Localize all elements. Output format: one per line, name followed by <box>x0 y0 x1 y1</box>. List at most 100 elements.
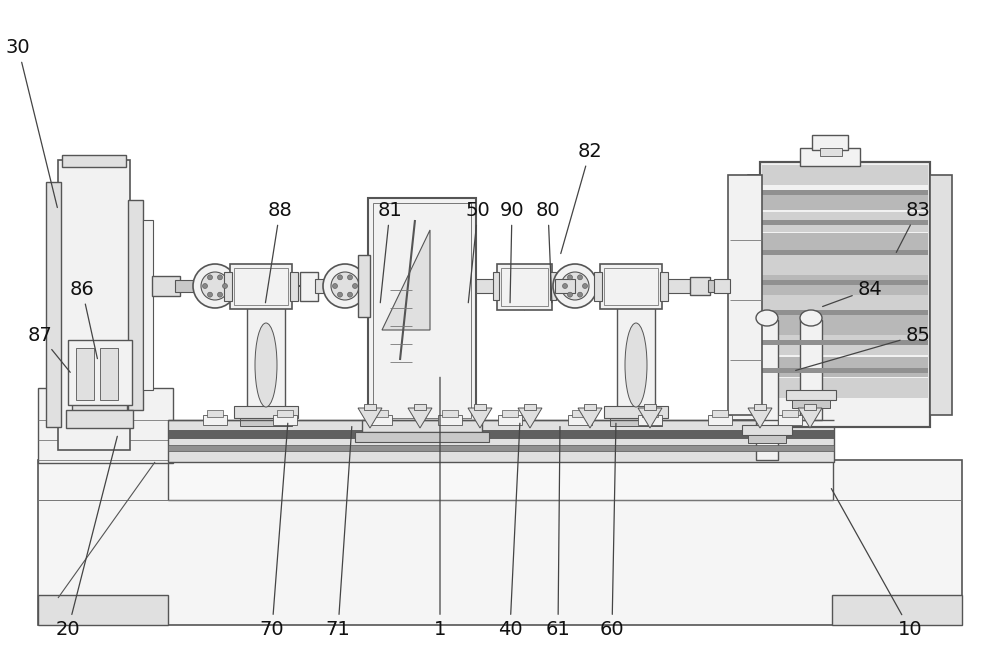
Bar <box>760 162 930 427</box>
Circle shape <box>202 284 208 288</box>
Bar <box>584 404 596 410</box>
Bar <box>756 320 778 460</box>
Bar <box>804 404 816 410</box>
Bar <box>742 425 792 435</box>
Bar <box>638 415 662 425</box>
Bar <box>760 162 930 427</box>
Bar <box>290 272 298 301</box>
Bar <box>493 272 499 300</box>
Bar <box>762 340 928 345</box>
Circle shape <box>338 275 342 280</box>
Polygon shape <box>358 408 382 428</box>
Bar <box>762 190 928 195</box>
Bar <box>474 404 486 410</box>
Bar <box>358 255 370 317</box>
Bar <box>708 415 732 425</box>
Text: 1: 1 <box>434 377 446 639</box>
Circle shape <box>562 284 568 288</box>
Circle shape <box>348 292 352 297</box>
Text: 80: 80 <box>536 201 560 303</box>
Bar <box>100 348 118 400</box>
Bar <box>712 410 728 417</box>
Bar <box>143 220 153 390</box>
Bar <box>617 306 655 424</box>
Bar <box>476 279 498 293</box>
Bar <box>762 280 928 285</box>
Bar <box>224 272 232 301</box>
Bar <box>644 404 656 410</box>
Bar <box>230 264 292 309</box>
Bar <box>62 155 126 167</box>
Polygon shape <box>798 408 822 428</box>
Text: 71: 71 <box>326 426 352 639</box>
Bar <box>498 415 522 425</box>
Text: 83: 83 <box>896 201 930 252</box>
Circle shape <box>208 275 212 280</box>
Bar <box>362 420 482 432</box>
Bar <box>762 165 928 185</box>
Circle shape <box>582 284 588 288</box>
Circle shape <box>331 272 359 300</box>
Bar <box>240 418 292 426</box>
Bar <box>273 415 297 425</box>
Bar <box>728 175 762 415</box>
Circle shape <box>218 292 222 297</box>
Bar <box>762 190 928 210</box>
Bar <box>168 445 834 451</box>
Polygon shape <box>468 408 492 428</box>
Bar <box>660 272 668 301</box>
Bar <box>762 335 928 355</box>
Bar <box>930 175 952 415</box>
Ellipse shape <box>625 323 647 407</box>
Text: 40: 40 <box>498 423 522 639</box>
Bar <box>748 435 786 443</box>
Polygon shape <box>518 408 542 428</box>
Bar <box>203 415 227 425</box>
Text: 61: 61 <box>546 426 570 639</box>
Bar <box>714 279 730 293</box>
Circle shape <box>222 284 228 288</box>
Bar <box>550 272 556 300</box>
Bar <box>642 410 658 417</box>
Bar <box>762 233 928 253</box>
Bar <box>762 315 928 335</box>
Circle shape <box>332 284 338 288</box>
Bar <box>368 415 392 425</box>
Bar <box>66 410 133 428</box>
Text: 86: 86 <box>70 280 97 359</box>
Text: 90: 90 <box>500 201 524 303</box>
Text: 82: 82 <box>561 142 602 254</box>
Circle shape <box>338 292 342 297</box>
Bar <box>610 418 662 426</box>
Bar <box>442 410 458 417</box>
Bar <box>812 135 848 150</box>
Bar <box>762 378 928 398</box>
Circle shape <box>323 264 367 308</box>
Circle shape <box>578 292 582 297</box>
Text: 88: 88 <box>265 201 292 303</box>
Text: 84: 84 <box>823 280 882 307</box>
Bar <box>568 415 592 425</box>
Polygon shape <box>382 230 430 330</box>
Bar <box>604 406 668 418</box>
Bar <box>373 203 471 418</box>
Ellipse shape <box>255 323 277 407</box>
Bar <box>72 395 127 425</box>
Bar <box>364 404 376 410</box>
Ellipse shape <box>800 310 822 326</box>
Bar <box>128 200 143 410</box>
Circle shape <box>201 272 229 300</box>
Bar <box>762 212 928 232</box>
Bar <box>168 430 834 438</box>
Bar <box>247 306 285 424</box>
Bar <box>666 279 691 293</box>
Circle shape <box>561 272 589 300</box>
Polygon shape <box>638 408 662 428</box>
Text: 10: 10 <box>831 489 922 639</box>
Bar <box>555 279 575 293</box>
Bar <box>168 460 833 500</box>
Bar <box>76 348 94 400</box>
Circle shape <box>568 292 572 297</box>
Bar <box>762 295 928 315</box>
Bar <box>414 404 426 410</box>
